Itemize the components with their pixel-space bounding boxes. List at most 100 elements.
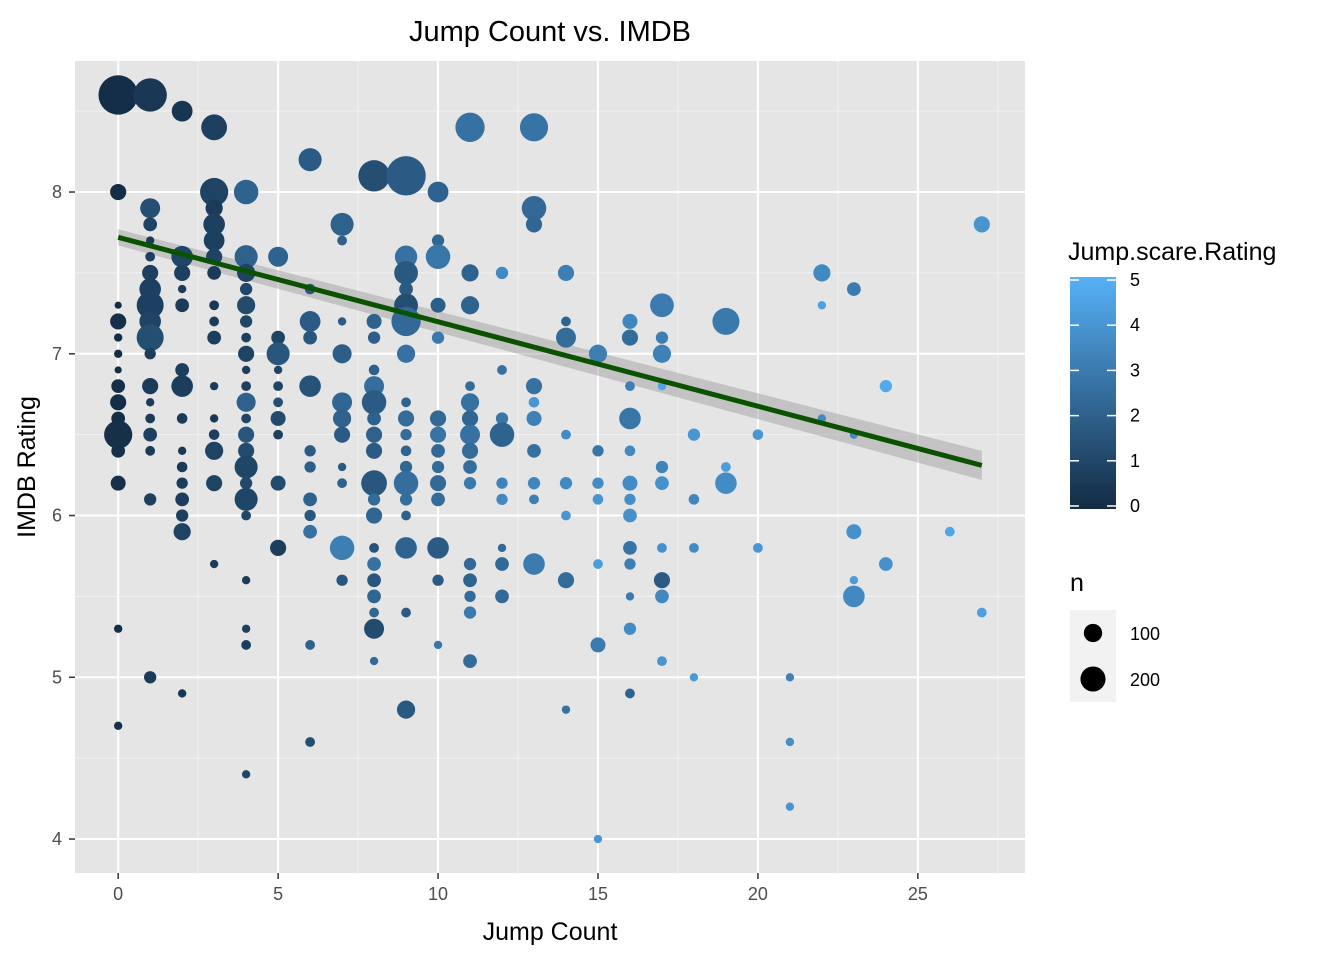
data-point	[366, 313, 382, 329]
data-point	[400, 445, 412, 457]
data-point	[495, 557, 509, 571]
colorbar	[1070, 277, 1116, 509]
size-legend-dot	[1083, 623, 1103, 643]
data-point	[367, 557, 381, 571]
data-point	[207, 266, 222, 280]
data-point	[463, 654, 477, 668]
data-point	[136, 291, 164, 319]
data-point	[367, 589, 381, 604]
data-point	[361, 470, 387, 497]
data-point	[209, 559, 219, 569]
data-point	[114, 301, 122, 309]
data-point	[561, 316, 571, 327]
data-point	[273, 429, 284, 440]
data-point	[519, 113, 549, 142]
data-point	[433, 640, 443, 650]
size-legend: n 100 200	[1070, 569, 1160, 702]
data-point	[689, 673, 699, 682]
data-point	[624, 558, 636, 570]
colorbar-tick-label: 0	[1130, 496, 1140, 516]
data-point	[432, 574, 444, 586]
data-point	[303, 524, 317, 539]
data-point	[425, 244, 451, 269]
data-point	[623, 541, 637, 555]
data-point	[113, 333, 123, 342]
data-point	[689, 542, 699, 553]
data-point	[463, 573, 477, 588]
data-point	[337, 478, 347, 489]
data-point	[145, 413, 156, 424]
data-point	[241, 365, 251, 375]
data-point	[976, 607, 987, 618]
data-point	[525, 378, 543, 395]
data-point	[521, 195, 547, 221]
data-point	[209, 300, 220, 311]
data-point	[304, 461, 316, 473]
data-point	[526, 410, 542, 426]
colorbar-ticks: 0 1 2 3 4 5	[1070, 270, 1140, 516]
data-point	[236, 392, 256, 412]
data-point	[241, 624, 251, 633]
data-point	[367, 331, 381, 344]
data-point	[561, 429, 571, 440]
data-point	[110, 475, 126, 491]
data-point	[399, 282, 413, 296]
data-point	[239, 282, 253, 296]
x-tick-label: 10	[428, 884, 448, 904]
data-point	[367, 493, 381, 506]
data-point	[177, 284, 187, 294]
data-point	[878, 557, 893, 571]
data-point	[241, 640, 252, 650]
data-point	[397, 410, 415, 427]
data-point	[177, 689, 187, 698]
data-point	[753, 542, 763, 553]
data-point	[133, 78, 167, 112]
y-axis: 4 5 6 7 8	[52, 182, 75, 849]
data-point	[657, 542, 667, 553]
y-tick-label: 6	[52, 506, 62, 526]
data-point	[268, 246, 289, 267]
trend-line-layer	[117, 234, 983, 468]
data-point	[305, 640, 315, 650]
data-point	[496, 493, 508, 506]
data-point	[556, 327, 576, 348]
data-point	[113, 721, 123, 730]
data-point	[785, 737, 795, 747]
data-point	[207, 330, 222, 345]
data-point	[843, 585, 865, 608]
data-point	[944, 526, 955, 537]
data-point	[176, 477, 188, 489]
data-point	[367, 411, 381, 426]
data-point	[489, 422, 515, 447]
size-legend-label: 200	[1130, 670, 1160, 690]
data-point	[142, 378, 159, 395]
data-point	[241, 576, 251, 585]
data-point	[401, 607, 411, 618]
data-point	[592, 445, 604, 457]
data-point	[110, 313, 127, 330]
data-point	[206, 475, 223, 492]
data-point	[114, 366, 122, 374]
data-point	[455, 112, 485, 142]
data-point	[110, 394, 127, 411]
data-point	[401, 510, 411, 521]
data-point	[367, 573, 381, 588]
data-point	[590, 637, 606, 653]
data-point	[171, 375, 193, 397]
data-point	[273, 381, 284, 392]
data-point	[622, 475, 638, 491]
grid-minor	[75, 61, 1025, 873]
data-point	[145, 251, 156, 262]
y-tick-label: 7	[52, 344, 62, 364]
data-point	[366, 426, 383, 443]
data-point	[239, 315, 253, 328]
data-point	[655, 331, 669, 344]
data-point	[712, 307, 740, 335]
data-point	[171, 100, 193, 122]
colorbar-tick-label: 2	[1130, 406, 1140, 426]
data-point	[399, 493, 413, 506]
data-point	[396, 700, 416, 719]
data-point	[205, 199, 223, 217]
data-point	[111, 443, 126, 458]
data-point	[336, 574, 348, 586]
